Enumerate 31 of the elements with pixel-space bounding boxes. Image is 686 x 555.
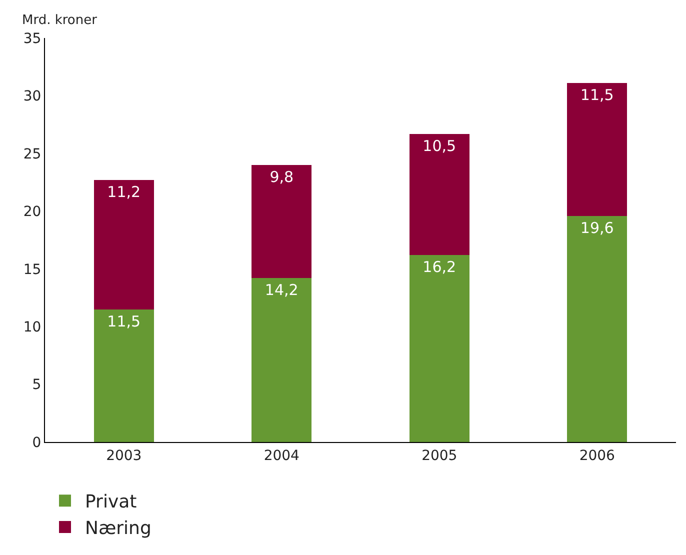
- data-label: 9,8: [270, 168, 294, 186]
- bar: [409, 255, 470, 442]
- data-label: 11,5: [107, 312, 141, 330]
- data-label: 16,2: [422, 258, 456, 276]
- y-tick-label: 30: [23, 88, 42, 105]
- legend-label: Privat: [85, 492, 137, 513]
- y-tick-label: 15: [23, 262, 42, 278]
- bar: [252, 278, 312, 442]
- bar: [567, 216, 628, 442]
- legend-label: Næring: [85, 518, 152, 540]
- x-tick-label: 2004: [264, 448, 300, 464]
- data-label: 11,5: [580, 86, 614, 104]
- data-label: 14,2: [264, 281, 298, 300]
- y-tick-label: 0: [32, 434, 42, 451]
- y-axis-title: Mrd. kroner: [22, 13, 98, 28]
- data-label: 10,5: [422, 136, 456, 155]
- y-tick-label: 5: [32, 377, 42, 394]
- y-tick-label: 25: [23, 146, 42, 162]
- y-tick-label: 10: [23, 319, 42, 336]
- x-tick-label: 2003: [106, 448, 142, 464]
- x-tick-label: 2006: [579, 448, 616, 464]
- y-tick-label: 20: [23, 204, 42, 220]
- bar: [94, 180, 154, 310]
- x-tick-label: 2005: [422, 448, 458, 464]
- y-tick-label: 35: [23, 30, 42, 47]
- data-label: 11,2: [107, 182, 141, 201]
- bar: [409, 134, 470, 256]
- bar: [567, 83, 628, 216]
- bar: [94, 309, 154, 442]
- data-label: 19,6: [580, 218, 614, 237]
- bar: [252, 164, 312, 278]
